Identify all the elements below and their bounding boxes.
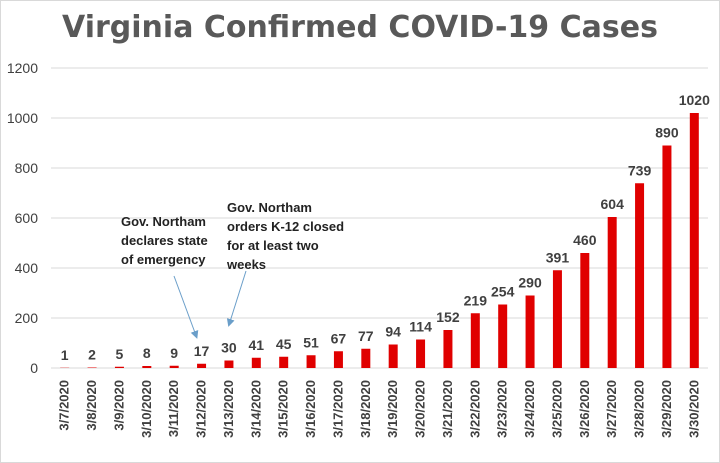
x-tick-label: 3/23/2020 <box>495 380 510 438</box>
bar <box>635 183 645 368</box>
x-tick-label: 3/28/2020 <box>632 380 647 438</box>
bars <box>60 113 699 368</box>
y-tick-label: 200 <box>15 310 39 326</box>
bar <box>361 348 371 368</box>
bar <box>142 366 152 368</box>
data-label: 9 <box>170 345 178 361</box>
x-tick-label: 3/15/2020 <box>276 380 291 438</box>
data-label: 391 <box>546 249 570 265</box>
data-label: 219 <box>464 292 488 308</box>
bar <box>689 113 699 368</box>
data-label: 94 <box>385 324 401 340</box>
y-tick-label: 1200 <box>7 60 38 76</box>
data-label: 51 <box>303 334 319 350</box>
x-tick-label: 3/10/2020 <box>139 380 154 438</box>
annotation-k12-closed: Gov. Northam orders K-12 closed for at l… <box>227 200 345 272</box>
data-label: 460 <box>573 232 597 248</box>
bar <box>224 360 234 368</box>
x-tick-label: 3/24/2020 <box>522 380 537 438</box>
y-tick-label: 800 <box>15 160 39 176</box>
data-label: 890 <box>655 125 679 141</box>
data-label: 604 <box>601 196 625 212</box>
data-label: 41 <box>249 337 265 353</box>
y-tick-label: 600 <box>15 210 39 226</box>
data-label: 8 <box>143 345 151 361</box>
x-tick-label: 3/8/2020 <box>84 380 99 431</box>
chart-title: Virginia Confirmed COVID-19 Cases <box>62 10 658 45</box>
x-tick-label: 3/25/2020 <box>549 380 564 438</box>
y-tick-label: 0 <box>30 360 38 376</box>
bar <box>552 270 562 368</box>
x-tick-label: 3/12/2020 <box>194 380 209 438</box>
data-label: 2 <box>88 347 96 363</box>
bar <box>443 330 453 368</box>
x-tick-label: 3/30/2020 <box>686 380 701 438</box>
bar <box>607 217 617 368</box>
bar <box>498 304 508 368</box>
bar <box>251 357 261 368</box>
x-tick-label: 3/14/2020 <box>248 380 263 438</box>
x-tick-label: 3/18/2020 <box>358 380 373 438</box>
x-tick-label: 3/9/2020 <box>111 380 126 431</box>
bar <box>169 365 179 368</box>
bar <box>416 339 426 368</box>
data-label: 254 <box>491 284 515 300</box>
x-tick-label: 3/21/2020 <box>440 380 455 438</box>
x-tick-label: 3/17/2020 <box>330 380 345 438</box>
bar <box>197 363 207 368</box>
bar <box>114 366 124 368</box>
y-axis-ticks: 0 200 400 600 800 1000 1200 <box>7 60 38 376</box>
bar <box>470 313 480 368</box>
bar <box>580 253 590 368</box>
x-axis-ticks: 3/7/2020 3/8/2020 3/9/2020 3/10/2020 3/11/20… <box>57 380 702 438</box>
bar <box>279 356 289 368</box>
annotation-arrows <box>173 270 247 339</box>
data-label: 67 <box>331 330 347 346</box>
bar <box>306 355 316 368</box>
annotation-arrow <box>173 275 199 339</box>
bar <box>388 344 398 368</box>
annotation-arrow <box>226 270 247 327</box>
data-label: 1 <box>61 347 69 363</box>
data-label: 45 <box>276 336 292 352</box>
bar <box>525 295 535 368</box>
y-tick-label: 400 <box>15 260 39 276</box>
data-label: 17 <box>194 343 210 359</box>
x-tick-label: 3/29/2020 <box>659 380 674 438</box>
y-tick-label: 1000 <box>7 110 38 126</box>
x-tick-label: 3/16/2020 <box>303 380 318 438</box>
annotation-state-of-emergency: Gov. Northam declares state of emergency <box>121 214 208 267</box>
data-label: 5 <box>116 346 124 362</box>
x-tick-label: 3/7/2020 <box>57 380 72 431</box>
data-label: 152 <box>436 309 460 325</box>
x-tick-label: 3/20/2020 <box>413 380 428 438</box>
data-label: 30 <box>221 340 237 356</box>
data-label: 1020 <box>679 92 710 108</box>
data-label: 290 <box>518 275 542 291</box>
bar <box>333 351 343 368</box>
data-labels: 1 2 5 8 9 17 30 41 45 51 67 77 94 1141522192542903914… <box>61 92 710 363</box>
x-tick-label: 3/13/2020 <box>221 380 236 438</box>
x-tick-label: 3/22/2020 <box>467 380 482 438</box>
data-label: 77 <box>358 328 374 344</box>
data-label: 739 <box>628 162 652 178</box>
data-label: 114 <box>409 319 432 335</box>
x-tick-label: 3/26/2020 <box>577 380 592 438</box>
bar <box>662 145 672 368</box>
gridlines <box>51 67 708 369</box>
x-tick-label: 3/11/2020 <box>166 380 181 437</box>
bar <box>87 367 97 368</box>
x-tick-label: 3/19/2020 <box>385 380 400 438</box>
x-tick-label: 3/27/2020 <box>604 380 619 438</box>
